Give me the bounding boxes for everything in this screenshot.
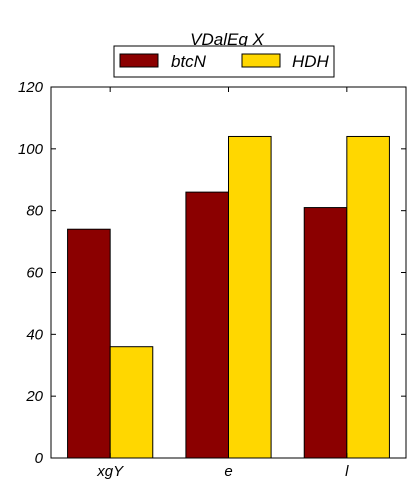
x-tick-label: xgY (96, 463, 124, 480)
y-tick-label: 120 (18, 79, 44, 96)
legend-swatch-series-1 (241, 53, 281, 68)
legend-label-series-1: HDH (292, 52, 330, 71)
bar-HDH-e (228, 135, 272, 459)
chart-title: VDalEq X (190, 30, 264, 49)
bar-HDH-xgY (109, 346, 154, 459)
bar-btcN-e (185, 191, 229, 459)
y-tick-label: 80 (26, 203, 43, 220)
y-tick-label: 20 (25, 388, 43, 405)
y-tick-label: 0 (35, 450, 44, 467)
axes-layer: xgY e l 0 20 40 60 80 100 120 (18, 79, 407, 480)
legend-swatch-series-0 (119, 53, 159, 68)
bar-btcN-xgY (67, 228, 111, 459)
plot-frame (50, 86, 407, 459)
x-tick-label: e (224, 463, 232, 480)
bar-HDH-l (346, 135, 390, 459)
bars-layer (67, 135, 390, 459)
y-tick-label: 40 (26, 326, 43, 343)
bar-btcN-l (303, 207, 348, 459)
legend: btcN HDH (113, 45, 335, 78)
y-tick-label: 100 (18, 141, 44, 158)
legend-label-series-0: btcN (171, 52, 207, 71)
y-tick-label: 60 (26, 265, 43, 282)
x-tick-label: l (345, 463, 349, 480)
